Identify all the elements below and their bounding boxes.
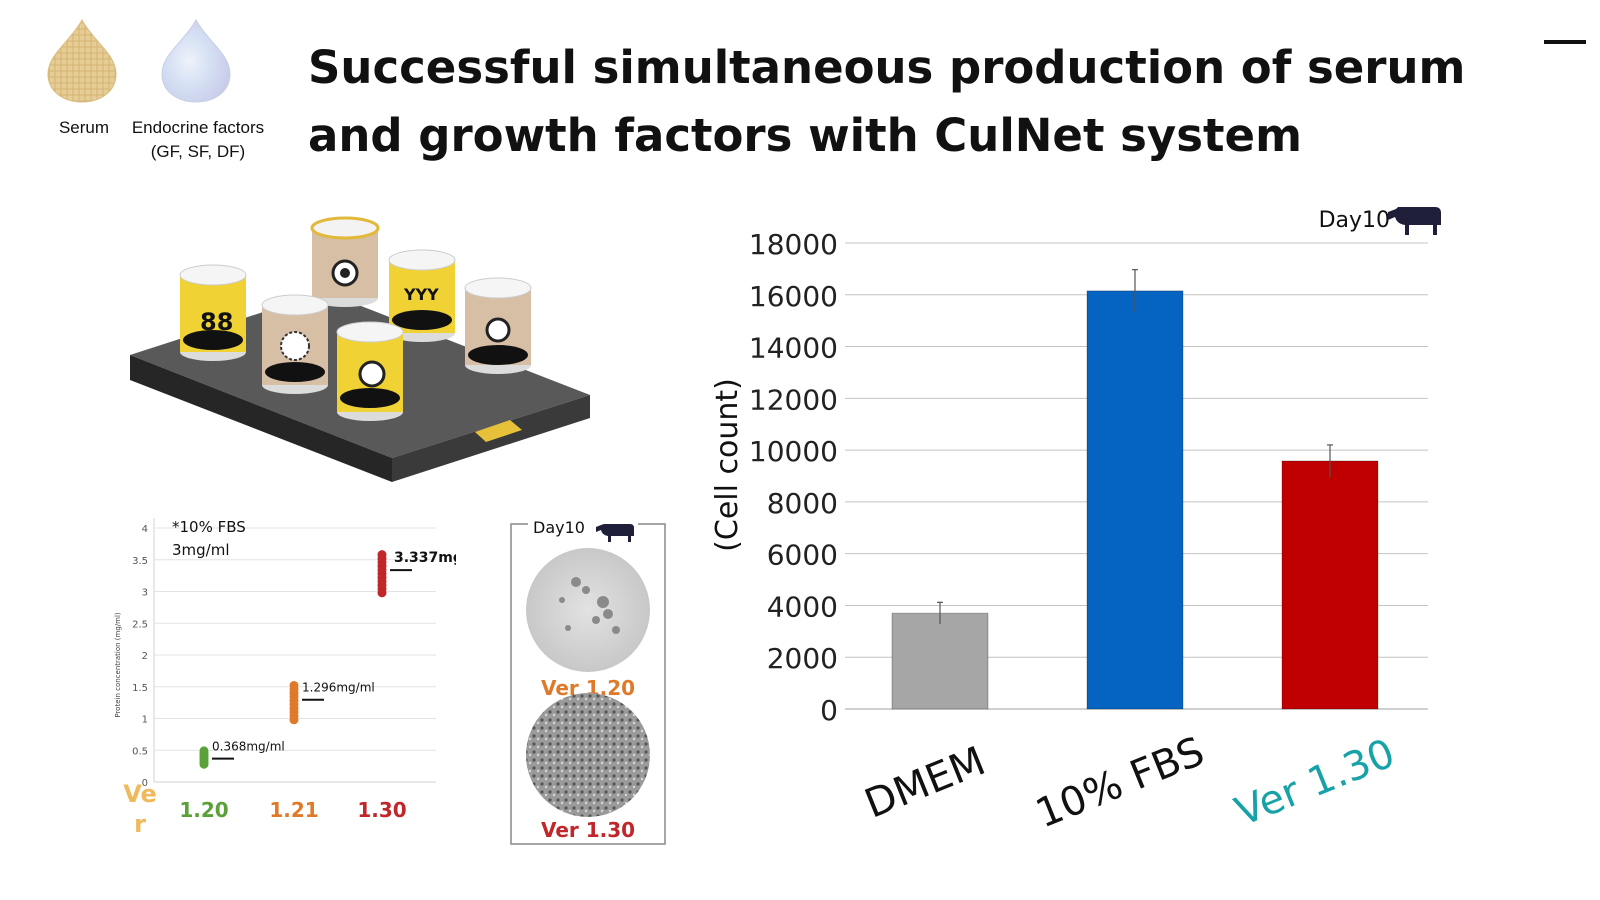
scatter-point	[289, 680, 299, 690]
bar-y-axis-title: (Cell count)	[710, 378, 745, 552]
micrograph-ver130-caption: Ver 1.30	[541, 818, 635, 842]
scatter-y-tick-label: 3.5	[132, 556, 148, 567]
bar-10-fbs	[1086, 290, 1184, 710]
bar-category-label: Ver 1.30	[1229, 730, 1401, 835]
scatter-y-tick-label: 3	[142, 588, 148, 599]
bar-y-tick-label: 6000	[767, 539, 838, 572]
scatter-y-tick-label: 2.5	[132, 619, 148, 630]
cow-icon	[596, 524, 634, 542]
serum-label: Serum	[58, 118, 110, 137]
bar-day-label: Day10	[1319, 208, 1390, 233]
micrograph-panel: Day10 Ver 1.20 Ver 1.30	[510, 512, 666, 845]
scatter-x-tick-label: 1.20	[179, 798, 228, 822]
scatter-x-tick-label: 1.21	[269, 798, 318, 822]
cell-count-bar-chart: 18000 16000 14000 12000 10000 8000 6000 4000 200…	[710, 207, 1441, 835]
scatter-y-tick-label: 1	[142, 715, 148, 726]
scatter-point	[199, 746, 209, 756]
scatter-mean-label: 0.368mg/ml	[212, 740, 285, 754]
version-axis-title: Ve r	[123, 780, 157, 838]
bar-y-tick-label: 8000	[767, 487, 838, 520]
scatter-x-tick-label: 1.30	[357, 798, 406, 822]
endocrine-drop-icon	[161, 18, 231, 103]
culnet-device-illustration: 88 YYY	[130, 216, 590, 482]
bar-y-tick-label: 4000	[767, 590, 838, 623]
serum-drop-icon	[47, 18, 117, 103]
scatter-mean-label: 1.296mg/ml	[302, 681, 375, 695]
scatter-y-tick-label: 0.5	[132, 746, 148, 757]
endocrine-label: Endocrine factors	[131, 118, 265, 137]
micrograph-ver120-image	[526, 548, 650, 672]
fbs-reference-note: *10% FBS	[172, 518, 246, 536]
minimize-dash	[1544, 40, 1586, 44]
cow-icon	[1388, 207, 1441, 235]
bar-y-tick-label: 16000	[749, 280, 838, 313]
scatter-mean-label: 3.337mg/ml	[394, 550, 456, 566]
bar-ver-1-30	[1281, 460, 1379, 710]
scatter-y-tick-label: 2	[142, 651, 148, 662]
svg-text:88: 88	[200, 308, 233, 336]
scatter-y-tick-label: 0	[142, 778, 148, 789]
bar-y-tick-label: 2000	[767, 642, 838, 675]
bar-y-tick-label: 12000	[749, 383, 838, 416]
endocrine-sublabel: (GF, SF, DF)	[150, 142, 246, 161]
scatter-y-axis-title: Protein concentration (mg/ml)	[114, 612, 122, 718]
scatter-y-tick-label: 1.5	[132, 683, 148, 694]
bar-y-tick-label: 14000	[749, 332, 838, 365]
scatter-point	[377, 550, 387, 560]
bar-category-label: 10% FBS	[1030, 729, 1211, 835]
protein-concentration-chart: 4 3.5 3 2.5 2 1.5 1 0.5 0 0.368mg/ml 1.296mg/ml 3.…	[114, 518, 456, 838]
bar-category-label: DMEM	[859, 738, 992, 828]
bar-y-tick-label: 10000	[749, 435, 838, 468]
bar-y-tick-label: 18000	[749, 228, 838, 261]
bar-y-tick-label: 0	[820, 694, 838, 727]
svg-text:YYY: YYY	[403, 285, 439, 304]
scatter-y-tick-label: 4	[142, 524, 148, 535]
fbs-reference-value: 3mg/ml	[172, 541, 230, 559]
micrograph-ver130-image	[526, 693, 650, 817]
page-title: Successful simultaneous production of se…	[308, 41, 1466, 162]
micrograph-day-label: Day10	[533, 518, 585, 537]
bar-dmem	[891, 612, 989, 710]
